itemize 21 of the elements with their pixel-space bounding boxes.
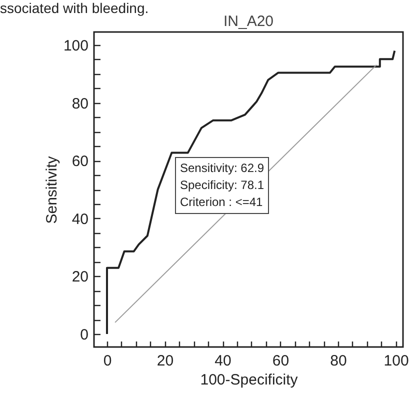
annotation: Sensitivity: 62.9 <box>180 160 264 177</box>
x-tick-label: 40 <box>214 352 232 370</box>
y-tick-label: 60 <box>72 153 88 170</box>
y-tick-label: 80 <box>72 95 88 112</box>
x-tick-label: 20 <box>156 352 174 370</box>
y-tick-label: 20 <box>72 268 88 286</box>
y-tick-label: 0 <box>80 326 88 344</box>
x-tick-label: 0 <box>103 352 112 370</box>
text: ssociated with bleeding. <box>0 0 149 16</box>
x-tick-label: 60 <box>272 352 290 370</box>
x-tick-label: 100 <box>384 352 409 370</box>
y-tick-label: 40 <box>72 210 88 228</box>
annotation: Specificity: 78.1 <box>180 177 264 194</box>
text-box: Sensitivity: 62.9 Specificity: 78.1 Criterion : <=41 <box>175 157 270 214</box>
x-axis-title: 100-Specificity <box>200 372 298 388</box>
x-tick-label: 80 <box>330 352 347 370</box>
y-axis-title: Sensitivity <box>43 156 60 224</box>
annotation: Criterion : <=41 <box>180 194 264 211</box>
line-series <box>106 50 396 335</box>
y-tick-label: 100 <box>63 38 88 55</box>
chart-title: IN_A20 <box>223 13 274 30</box>
